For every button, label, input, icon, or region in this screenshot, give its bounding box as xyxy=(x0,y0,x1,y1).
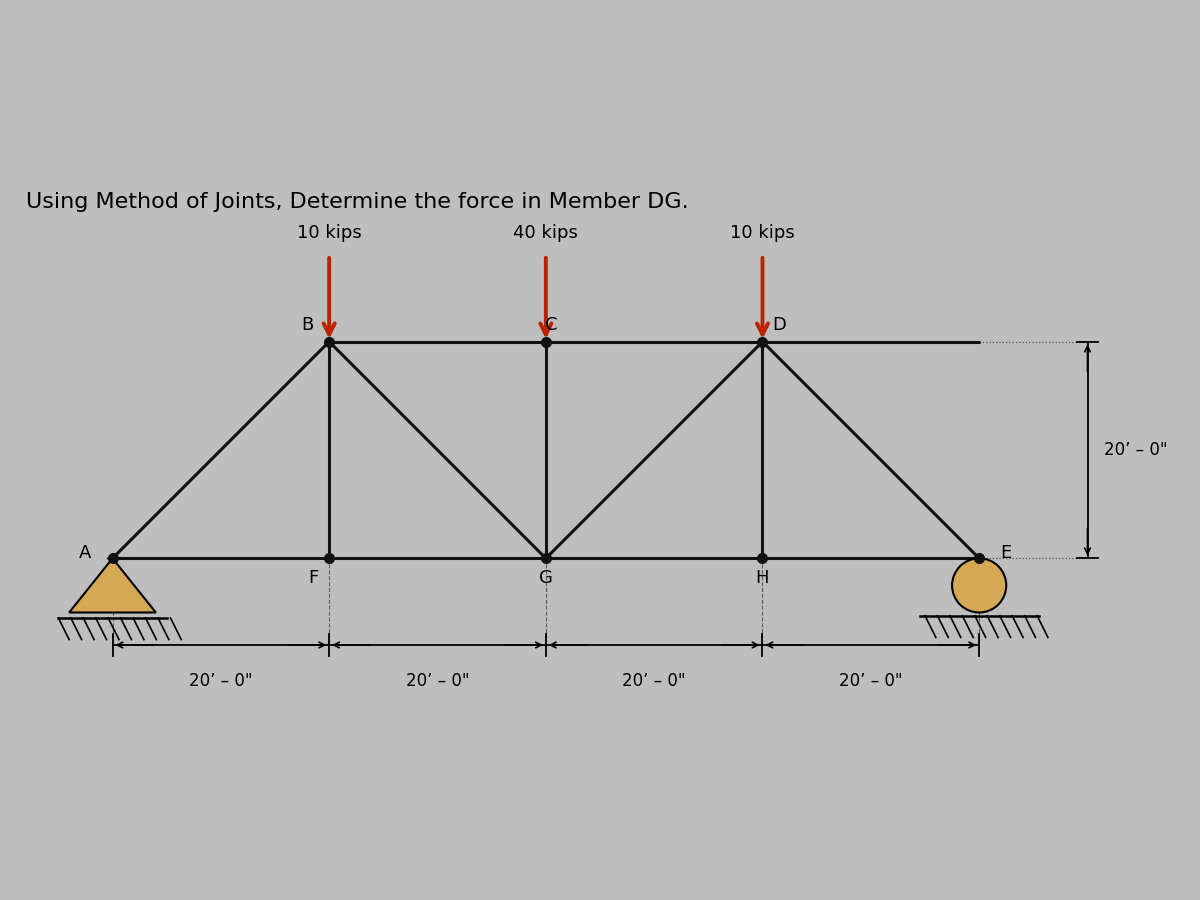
Text: 20’ – 0": 20’ – 0" xyxy=(406,672,469,690)
Text: D: D xyxy=(772,317,786,335)
Text: 10 kips: 10 kips xyxy=(730,224,794,242)
Text: B: B xyxy=(301,317,313,335)
Text: 20’ – 0": 20’ – 0" xyxy=(623,672,686,690)
Text: Using Method of Joints, Determine the force in Member DG.: Using Method of Joints, Determine the fo… xyxy=(26,192,689,211)
Text: H: H xyxy=(756,569,769,587)
Text: G: G xyxy=(539,569,553,587)
Text: A: A xyxy=(79,544,91,562)
Text: E: E xyxy=(1001,544,1012,562)
Text: 20’ – 0": 20’ – 0" xyxy=(839,672,902,690)
Text: 40 kips: 40 kips xyxy=(514,224,578,242)
Text: 10 kips: 10 kips xyxy=(296,224,361,242)
Polygon shape xyxy=(70,558,156,613)
Text: C: C xyxy=(545,317,558,335)
Text: 20’ – 0": 20’ – 0" xyxy=(1104,441,1168,459)
Circle shape xyxy=(952,558,1007,613)
Text: F: F xyxy=(307,569,318,587)
Text: 20’ – 0": 20’ – 0" xyxy=(190,672,253,690)
